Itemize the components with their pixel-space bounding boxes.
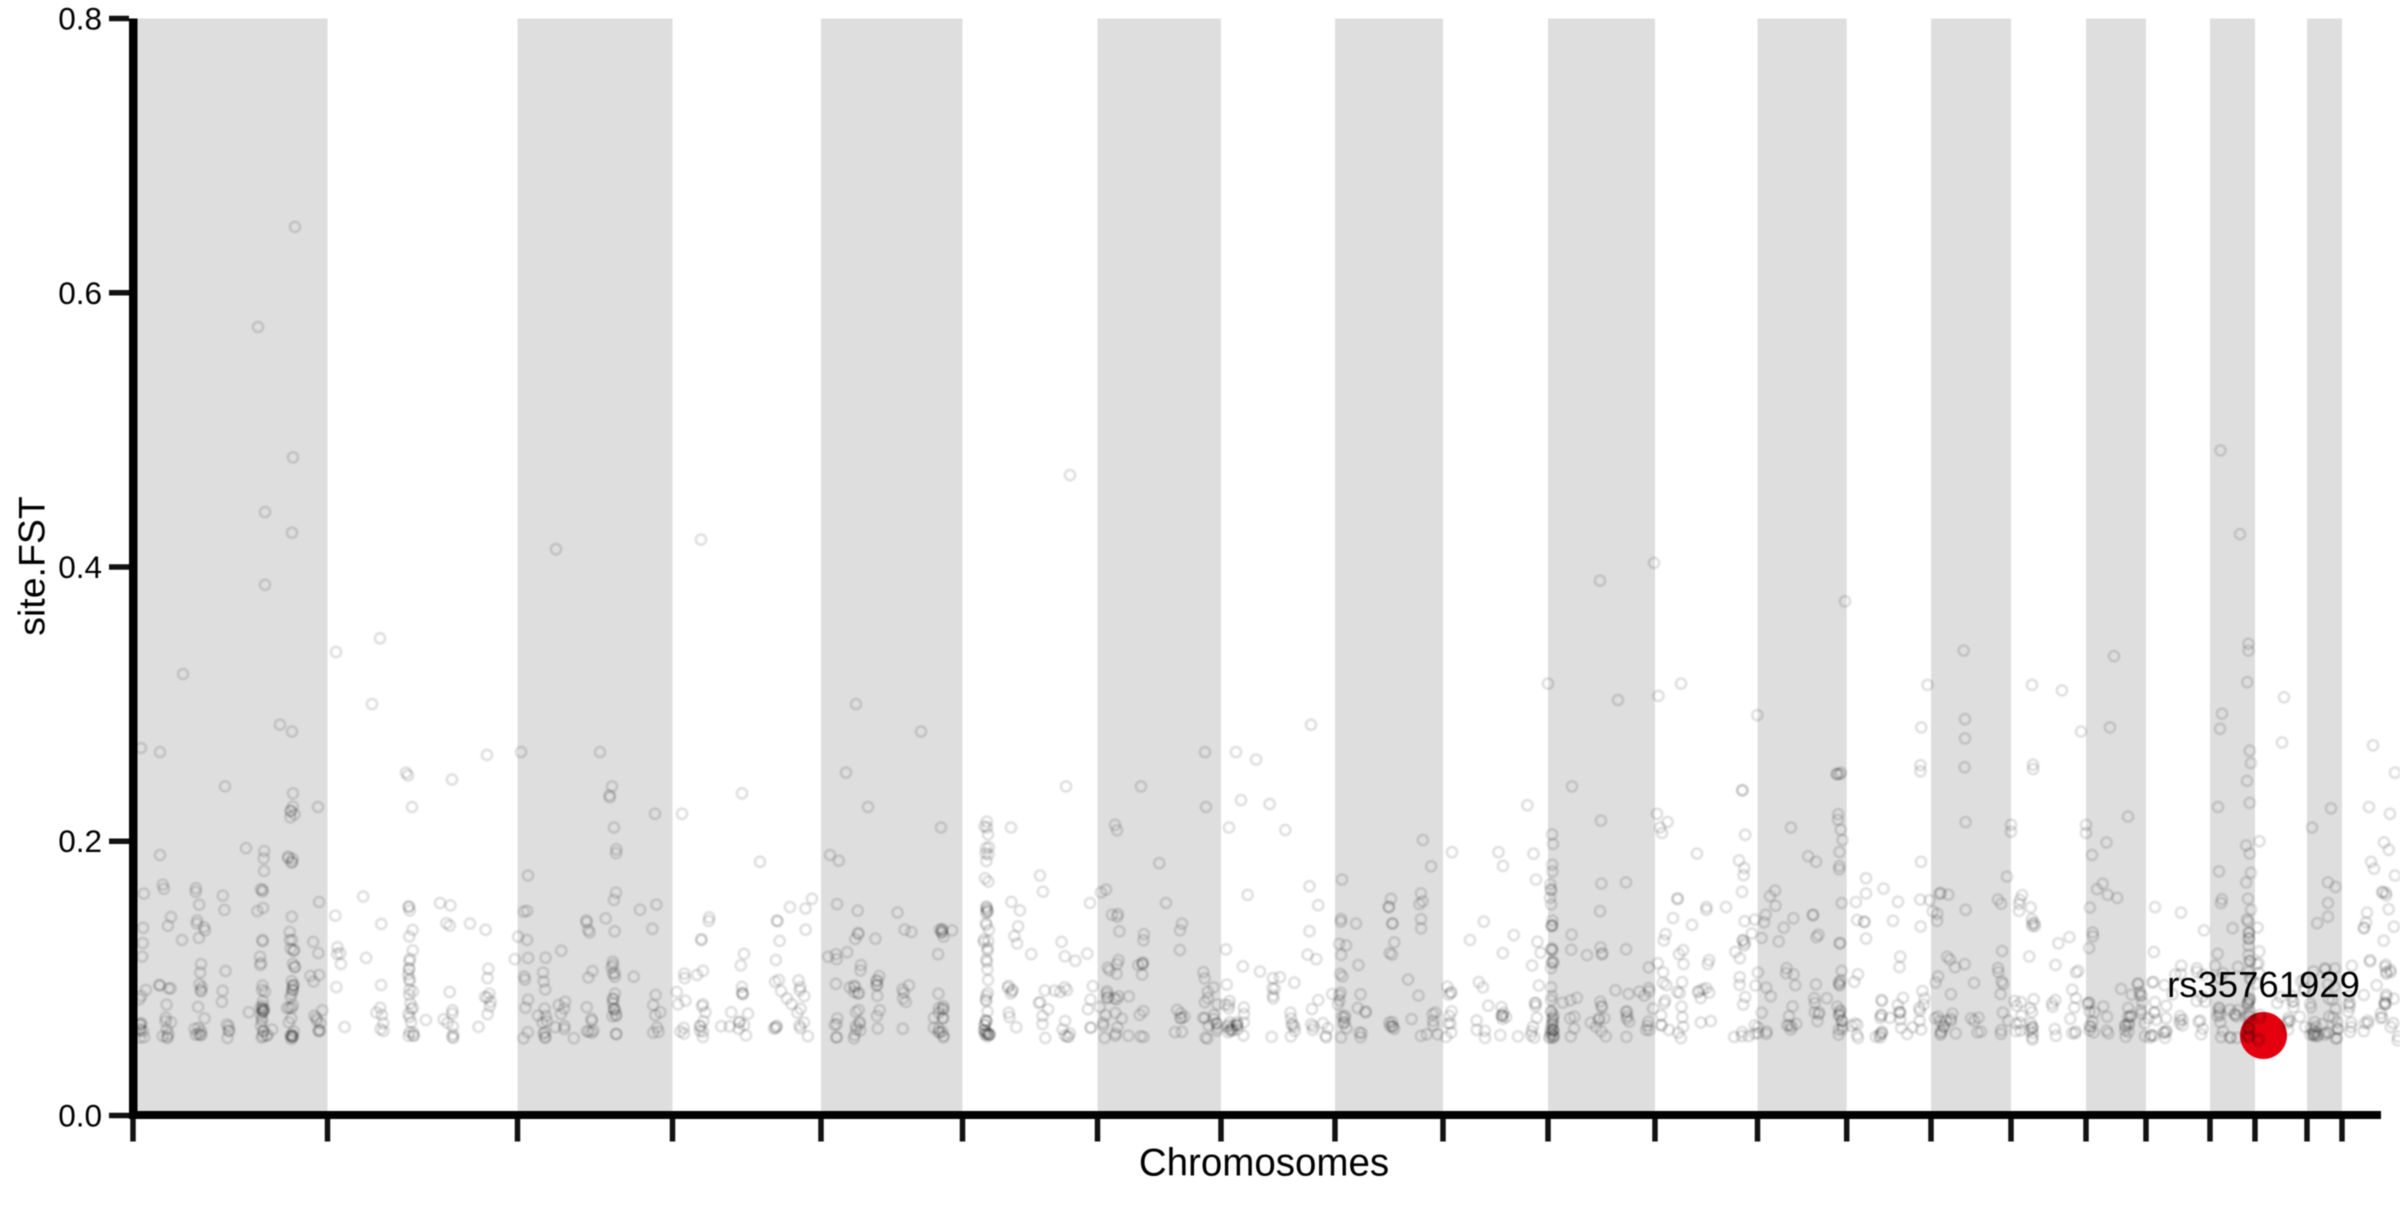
svg-text:0.2: 0.2 <box>58 823 102 859</box>
svg-text:0.8: 0.8 <box>58 1 102 37</box>
svg-text:0.4: 0.4 <box>58 549 102 585</box>
svg-text:rs35761929: rs35761929 <box>2167 964 2360 1005</box>
svg-text:Chromosomes: Chromosomes <box>1139 1142 1389 1185</box>
svg-text:0.0: 0.0 <box>58 1098 102 1134</box>
svg-text:site.FST: site.FST <box>11 496 53 636</box>
svg-text:0.6: 0.6 <box>58 275 102 311</box>
